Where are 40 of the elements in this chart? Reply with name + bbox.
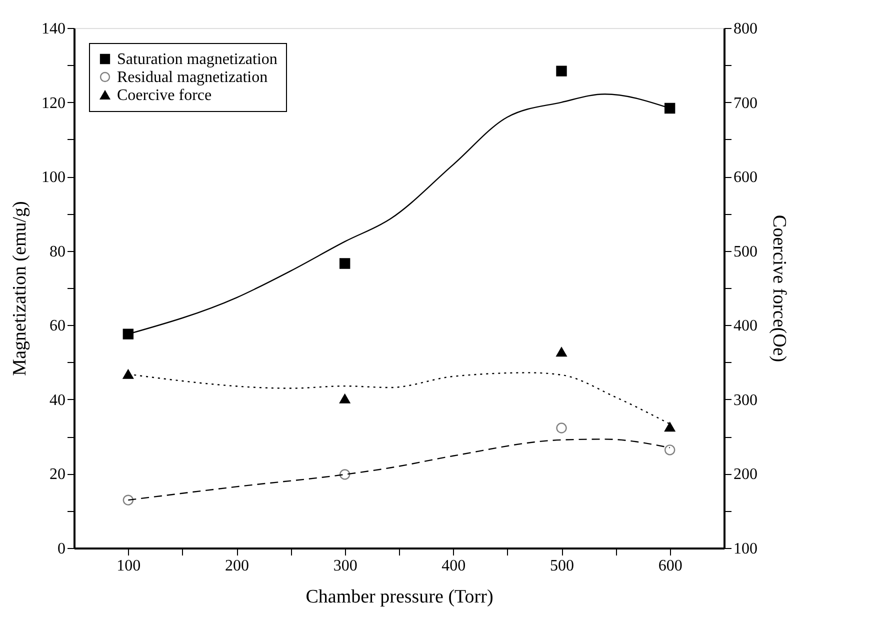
point bbox=[339, 394, 350, 404]
y2-tick-label: 500 bbox=[734, 243, 758, 260]
y-tick-label: 80 bbox=[50, 243, 66, 260]
x-tick-label: 300 bbox=[333, 558, 358, 574]
point bbox=[339, 469, 350, 480]
y-tick-label: 100 bbox=[42, 169, 66, 186]
y2-tick-label: 800 bbox=[734, 20, 758, 38]
legend-label: Saturation magnetization bbox=[117, 51, 278, 68]
y-axis-title: Magnetization (emu/g) bbox=[10, 201, 30, 376]
x-tick-label: 600 bbox=[658, 558, 682, 574]
y2-tick-label: 700 bbox=[734, 94, 758, 112]
x-tick-label: 100 bbox=[116, 558, 141, 574]
x-axis-title: Chamber pressure (Torr) bbox=[306, 586, 494, 608]
y-tick-label: 120 bbox=[42, 94, 66, 112]
y-tick-label: 140 bbox=[42, 20, 66, 38]
point bbox=[339, 258, 350, 269]
x-tick-label: 500 bbox=[550, 558, 574, 574]
legend-label: Coercive force bbox=[117, 87, 212, 104]
point bbox=[664, 444, 676, 456]
y2-tick-label: 100 bbox=[734, 540, 758, 558]
point bbox=[556, 422, 567, 434]
y2-tick-label: 200 bbox=[734, 466, 758, 484]
y-tick-label: 20 bbox=[50, 466, 66, 484]
y-tick-label: 40 bbox=[50, 392, 66, 409]
y2-tick-label: 600 bbox=[734, 169, 758, 186]
point bbox=[122, 369, 134, 379]
point bbox=[556, 347, 567, 357]
y2-axis-title: Coercive force(Oe) bbox=[768, 214, 790, 362]
x-tick-label: 400 bbox=[442, 558, 466, 574]
point bbox=[122, 494, 134, 506]
point bbox=[556, 66, 567, 76]
point bbox=[664, 422, 676, 432]
y2-tick-label: 300 bbox=[734, 392, 758, 409]
point bbox=[664, 102, 676, 114]
x-tick-label: 200 bbox=[225, 558, 249, 574]
y2-tick-label: 400 bbox=[734, 318, 758, 335]
y-tick-label: 60 bbox=[50, 318, 66, 335]
legend-label: Residual magnetization bbox=[117, 69, 268, 86]
point bbox=[122, 328, 134, 340]
y-tick-label: 0 bbox=[58, 540, 66, 558]
